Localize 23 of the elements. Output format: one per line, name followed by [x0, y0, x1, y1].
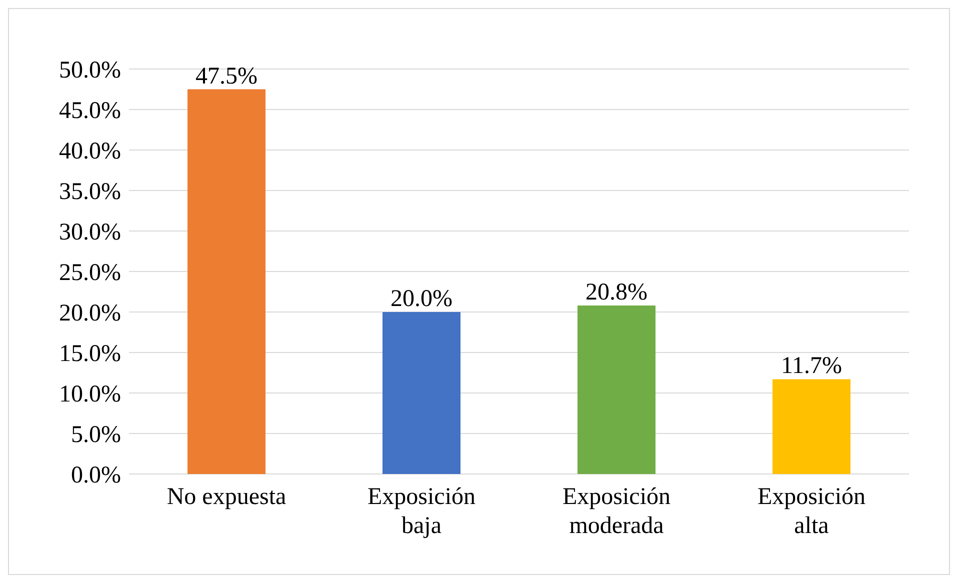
x-tick-label: Exposición baja — [368, 484, 476, 539]
x-tick-label: No expuesta — [166, 484, 286, 510]
bar — [772, 379, 850, 474]
y-tick-label: 20.0% — [59, 300, 121, 327]
bar — [188, 89, 266, 474]
x-tick-label: Exposición alta — [758, 484, 866, 539]
data-label: 20.8% — [586, 280, 648, 306]
y-tick-label: 30.0% — [59, 220, 121, 246]
data-label: 11.7% — [780, 353, 842, 380]
y-tick-label: 25.0% — [59, 260, 121, 286]
y-tick-label: 10.0% — [59, 382, 121, 408]
y-tick-label: 45.0% — [59, 98, 121, 124]
data-label: 47.5% — [196, 63, 258, 90]
data-label: 20.0% — [390, 286, 452, 312]
y-tick-label: 40.0% — [59, 138, 121, 165]
y-tick-label: 50.0% — [59, 58, 121, 84]
y-tick-label: 15.0% — [59, 341, 121, 368]
y-tick-label: 35.0% — [59, 179, 121, 206]
x-tick-label: Exposición moderada — [562, 484, 670, 539]
y-tick-label: 5.0% — [71, 422, 121, 448]
bar — [578, 306, 656, 474]
y-tick-label: 0.0% — [71, 462, 121, 489]
bar — [382, 312, 460, 474]
